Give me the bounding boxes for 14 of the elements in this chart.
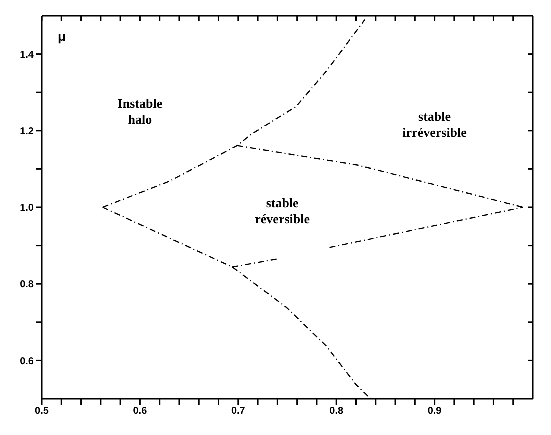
y-axis-title: μ [58,29,66,44]
y-tick-label: 0.8 [20,280,34,291]
y-tick-label: 1.4 [20,50,34,61]
annotation: Instable halo [118,96,163,127]
x-tick-label: 0.9 [428,406,442,418]
y-tick-label: 1.0 [20,203,34,214]
x-tick-label: 0.8 [330,406,344,418]
y-tick-label: 1.2 [20,126,34,138]
x-tick-label: 0.5 [35,406,50,418]
x-tick-label: 0.6 [133,406,148,418]
x-tick-label: 0.7 [231,406,246,418]
annotation: stable irréversible [402,109,468,140]
y-tick-label: 0.6 [20,356,34,368]
annotation: stable réversible [255,195,310,226]
